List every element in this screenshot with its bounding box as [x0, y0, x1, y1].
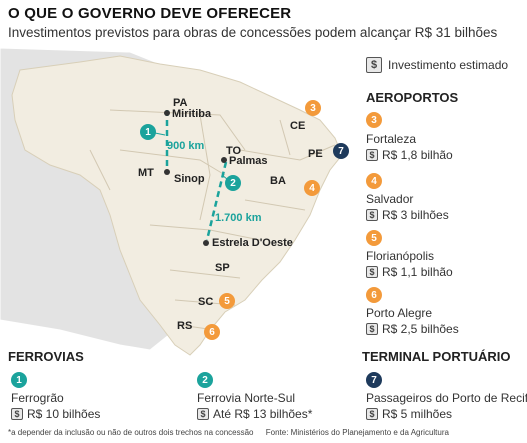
ferrovia-value: Até R$ 13 bilhões* — [213, 406, 313, 421]
map-marker-7[interactable]: 7 — [333, 143, 349, 159]
terminal-name: Passageiros do Porto de Recife — [366, 391, 527, 405]
aero-item-porto-alegre: Porto Alegre $ R$ 2,5 bilhões — [366, 306, 459, 337]
page-title: O QUE O GOVERNO DEVE OFERECER — [8, 5, 292, 22]
ferrovia-name: Ferrovia Norte-Sul — [197, 391, 296, 405]
aero-name: Florianópolis — [366, 249, 435, 263]
ferrovia-num-2: 2 — [197, 372, 213, 388]
aero-item-florianopolis: Florianópolis $ R$ 1,1 bilhão — [366, 249, 453, 280]
aero-value: R$ 3 bilhões — [382, 207, 449, 222]
distance-label-norte-sul: 1.700 km — [215, 212, 262, 224]
aero-num-5: 5 — [366, 230, 382, 246]
state-label-rs: RS — [177, 320, 193, 332]
aero-value: R$ 1,1 bilhão — [382, 264, 453, 279]
state-label-sc: SC — [198, 296, 214, 308]
map-marker-5[interactable]: 5 — [219, 293, 235, 309]
footnote-note: *a depender da inclusão ou não de outros… — [8, 428, 254, 437]
city-label-palmas: Palmas — [229, 155, 268, 167]
distance-label-ferrograo: 900 km — [167, 140, 205, 152]
state-label-ce: CE — [290, 120, 306, 132]
ferrovia-value: R$ 10 bilhões — [27, 406, 101, 421]
terminal-heading: TERMINAL PORTUÁRIO — [362, 349, 511, 364]
map-marker-2[interactable]: 2 — [225, 175, 241, 191]
city-label-sinop: Sinop — [174, 173, 205, 185]
ferrovias-heading: FERROVIAS — [8, 349, 84, 364]
footnote: *a depender da inclusão ou não de outros… — [8, 428, 459, 437]
dollar-icon: $ — [366, 266, 378, 279]
page-subtitle: Investimentos previstos para obras de co… — [8, 25, 498, 40]
state-label-sp: SP — [215, 262, 230, 274]
dollar-icon: $ — [11, 408, 23, 421]
footnote-source: Fonte: Ministérios do Planejamento e da … — [265, 428, 449, 437]
aero-value: R$ 2,5 bilhões — [382, 321, 459, 336]
dollar-icon: $ — [366, 149, 378, 162]
dollar-icon: $ — [197, 408, 209, 421]
state-label-pe: PE — [308, 148, 323, 160]
legend: $ Investimento estimado — [366, 57, 508, 73]
estrela-dot — [203, 240, 209, 246]
aero-value: R$ 1,8 bilhão — [382, 147, 453, 162]
dollar-icon: $ — [366, 57, 382, 73]
ferrovia-name: Ferrogrão — [11, 391, 64, 405]
norte-sul-line — [205, 161, 228, 241]
dollar-icon: $ — [366, 209, 378, 222]
terminal-item-recife: Passageiros do Porto de Recife $ R$ 5 mil… — [366, 391, 527, 422]
aero-name: Fortaleza — [366, 132, 417, 146]
aero-num-4: 4 — [366, 173, 382, 189]
map-marker-4[interactable]: 4 — [304, 180, 320, 196]
state-label-to: TO — [226, 145, 242, 157]
map-marker-3[interactable]: 3 — [305, 100, 321, 116]
aero-name: Porto Alegre — [366, 306, 433, 320]
city-label-miritiba: Miritiba — [172, 108, 212, 120]
map-marker-1[interactable]: 1 — [140, 124, 156, 140]
city-label-estrela: Estrela D'Oeste — [212, 237, 293, 249]
palmas-dot — [221, 157, 227, 163]
state-label-mt: MT — [138, 167, 154, 179]
miritiba-dot — [164, 110, 170, 116]
aeroportos-heading: AEROPORTOS — [366, 90, 459, 105]
sinop-dot — [164, 169, 170, 175]
brazil-land — [11, 55, 343, 356]
dollar-icon: $ — [366, 408, 378, 421]
ferrovia-item-norte-sul: Ferrovia Norte-Sul $ Até R$ 13 bilhões* — [197, 391, 312, 422]
ferrovia-num-1: 1 — [11, 372, 27, 388]
state-label-pa: PA — [173, 97, 188, 109]
terminal-value: R$ 5 milhões — [382, 406, 453, 421]
terminal-num-7: 7 — [366, 372, 382, 388]
state-label-ba: BA — [270, 175, 286, 187]
aero-num-3: 3 — [366, 112, 382, 128]
aero-item-salvador: Salvador $ R$ 3 bilhões — [366, 192, 449, 223]
aero-num-6: 6 — [366, 287, 382, 303]
ferrovia-item-ferrograo: Ferrogrão $ R$ 10 bilhões — [11, 391, 100, 422]
aero-name: Salvador — [366, 192, 414, 206]
dollar-icon: $ — [366, 323, 378, 336]
legend-label: Investimento estimado — [388, 58, 509, 72]
aero-item-fortaleza: Fortaleza $ R$ 1,8 bilhão — [366, 132, 453, 163]
map-marker-6[interactable]: 6 — [204, 324, 220, 340]
